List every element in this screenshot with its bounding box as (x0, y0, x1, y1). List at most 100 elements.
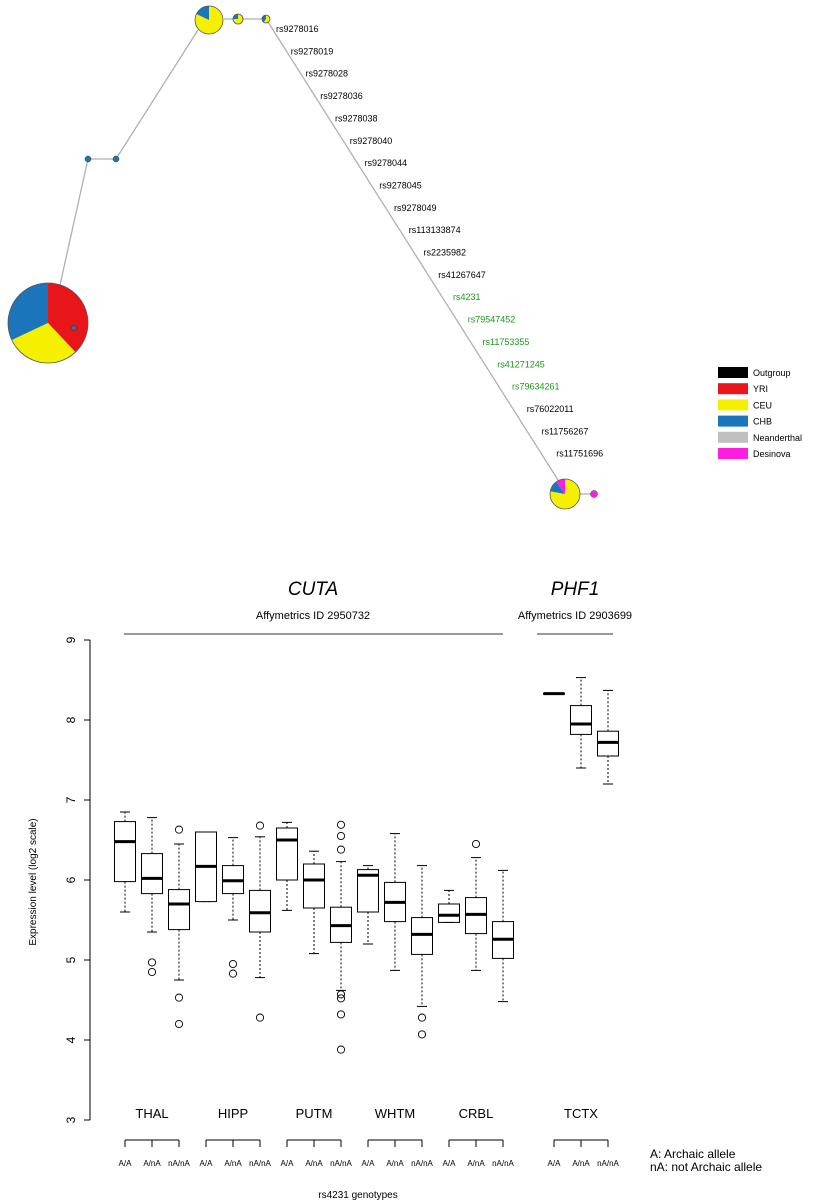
outlier-point (147, 967, 157, 977)
genotype-label: nA/nA (411, 1159, 433, 1168)
genotype-label: A/nA (305, 1159, 323, 1168)
legend-label-ceu: CEU (753, 400, 772, 410)
legend-swatch-yri (718, 383, 748, 395)
pie-outline (194, 5, 224, 35)
box-whtm-nA/nA (411, 865, 433, 1039)
genotype-label: nA/nA (330, 1159, 352, 1168)
snp-label-rs76022011: rs76022011 (527, 404, 574, 414)
outlier-point (471, 839, 481, 849)
iqr-box (303, 863, 325, 909)
gene-title-cuta: CUTA (288, 579, 338, 600)
genotype-label: A/nA (386, 1159, 404, 1168)
genotype-bracket (448, 1139, 504, 1147)
box-thal-nA/nA (168, 825, 190, 1029)
snp-label-rs41267647: rs41267647 (438, 270, 486, 280)
legend: Outgroup YRI CEU CHB Neanderthal Desinova (718, 367, 802, 459)
genotype-label: A/nA (143, 1159, 161, 1168)
outlier-point (255, 821, 265, 830)
genotype-label: A/nA (572, 1159, 590, 1168)
genotype-label: nA/nA (249, 1159, 271, 1168)
region-hipp (195, 821, 271, 1022)
box-putm-A/nA (303, 850, 325, 955)
genotype-label: nA/nA (168, 1159, 190, 1168)
box-hipp-A/A (195, 831, 217, 903)
iqr-box (438, 903, 460, 923)
outlier-point (255, 1013, 265, 1022)
snp-label-rs9278044: rs9278044 (365, 158, 408, 168)
outlier-point (336, 1010, 346, 1019)
outlier-point (336, 831, 346, 841)
region-label-whtm: WHTM (375, 1106, 415, 1121)
legend-swatch-chb (718, 415, 748, 427)
box-tctx-A/A (543, 692, 565, 696)
genotype-bracket (124, 1139, 180, 1147)
haplotype-node-small-ceu-2 (261, 14, 271, 24)
genotype-label: A/A (200, 1159, 214, 1168)
box-tctx-nA/nA (597, 689, 619, 785)
boxplot-chart: CUTA Affymetrics ID 2950732 PHF1 Affymetric… (28, 579, 762, 1200)
box-thal-A/nA (141, 817, 163, 977)
pie-outline (549, 478, 581, 510)
pie-slice-ceu (263, 15, 270, 23)
outlier-point (228, 959, 238, 969)
chb-marker (71, 325, 77, 331)
network-nodes (7, 5, 598, 510)
snp-label-rs9278038: rs9278038 (335, 113, 378, 123)
snp-label-rs41271245: rs41271245 (497, 359, 545, 369)
iqr-box (114, 821, 136, 883)
outlier-point (174, 993, 184, 1002)
pie-slice-desinova (556, 479, 565, 494)
outlier-point (174, 1019, 184, 1029)
box-whtm-A/nA (384, 833, 406, 971)
outlier-point (417, 1030, 427, 1039)
pie-slice-chb (196, 6, 209, 20)
snp-label-rs9278019: rs9278019 (291, 46, 334, 56)
haplotype-node-small-ceu-1 (232, 13, 244, 25)
region-label-hipp: HIPP (218, 1106, 248, 1121)
pie-outline (232, 13, 244, 25)
y-tick-label: 3 (64, 1116, 78, 1123)
pie-slice-chb (8, 283, 49, 341)
box-putm-nA/nA (330, 820, 352, 1054)
pie-outline (7, 282, 89, 364)
outlier-point (147, 958, 157, 967)
desinova-node (590, 490, 598, 498)
pie-slice-yri (48, 283, 89, 353)
region-label-tctx: TCTX (564, 1106, 598, 1121)
snp-labels: rs9278016 rs9278019 rs9278028 rs9278036 rs92… (276, 24, 603, 459)
box-whtm-A/A (357, 865, 379, 945)
iqr-box (570, 705, 592, 735)
network-edge (267, 21, 559, 481)
snp-label-rs9278045: rs9278045 (379, 180, 422, 190)
pie-slice-ceu (11, 323, 76, 363)
legend-label-neanderthal: Neanderthal (753, 433, 802, 443)
outlier-point (336, 820, 346, 829)
genotype-bracket (205, 1139, 261, 1147)
region-label-putm: PUTM (296, 1106, 333, 1121)
haplotype-node-archaic-haplotype (549, 478, 581, 510)
outlier-point (336, 1045, 346, 1054)
outlier-point (417, 1013, 427, 1022)
snp-label-rs4231: rs4231 (453, 292, 481, 302)
haplotype-node-ceu-haplotype (194, 5, 224, 35)
genotype-label: A/A (548, 1159, 562, 1168)
affy-id-cuta: Affymetrics ID 2950732 (256, 610, 370, 622)
legend-label-outgroup: Outgroup (753, 368, 791, 378)
genotype-label: nA/nA (597, 1159, 619, 1168)
region-crbl (438, 839, 514, 1003)
gene-title-phf1: PHF1 (551, 579, 600, 600)
genotype-bracket (553, 1139, 609, 1147)
legend-label-desinova: Desinova (753, 449, 791, 459)
pie-slice-chb (233, 14, 238, 19)
snp-label-rs9278028: rs9278028 (306, 69, 349, 79)
x-axis-labels: THAL A/A A/nA nA/nA HIPP A/A A/nA nA/nA PUTM A/A A… (119, 1106, 620, 1168)
haplotype-node-large-haplotype (7, 282, 89, 364)
pie-slice-ceu (549, 479, 580, 510)
iqr-box (276, 827, 298, 881)
pie-slice-ceu (195, 6, 224, 35)
genotype-label: A/nA (224, 1159, 242, 1168)
genotype-label: A/A (443, 1159, 457, 1168)
y-tick-label: 9 (64, 636, 78, 643)
